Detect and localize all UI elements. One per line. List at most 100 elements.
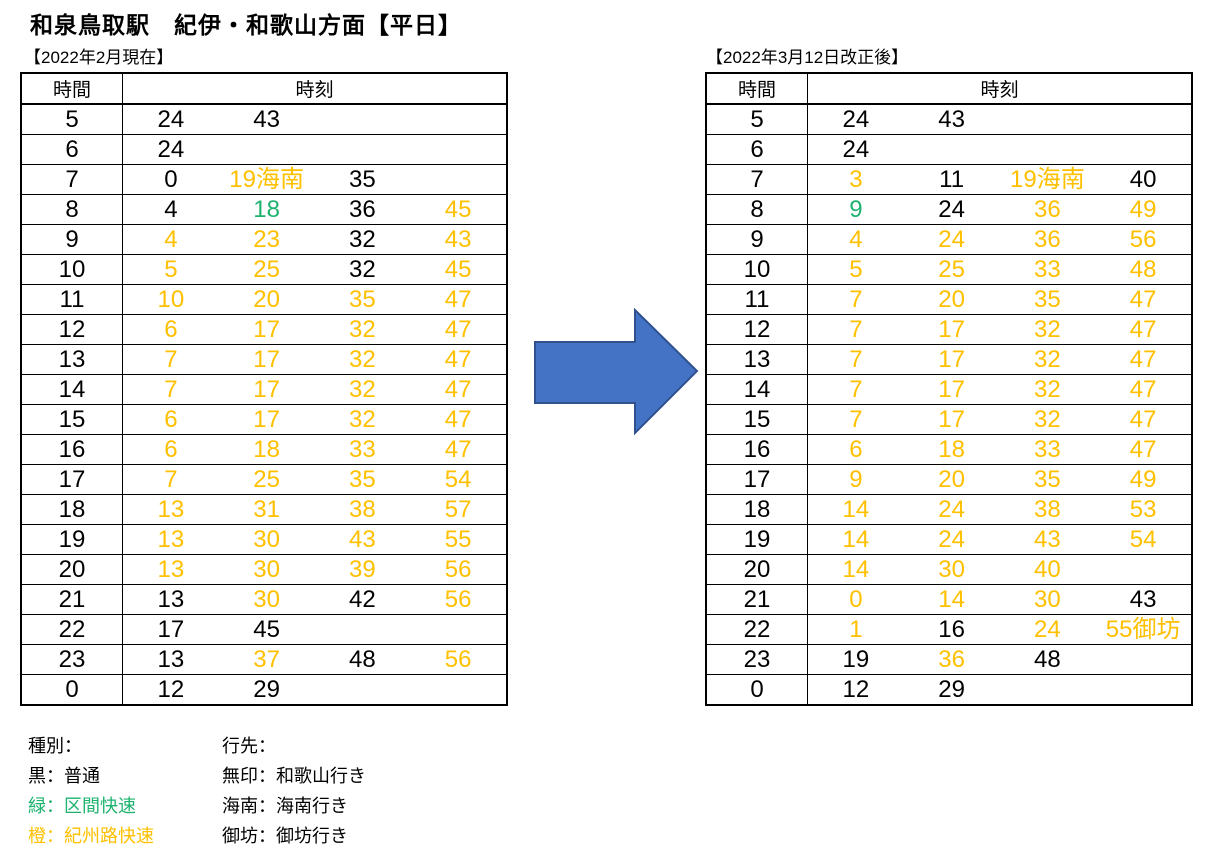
time-value: 47: [1129, 436, 1157, 463]
time-value: 4: [164, 226, 178, 253]
time-value: 43: [253, 106, 280, 133]
time-value: [1095, 645, 1191, 674]
time-value: 35: [1034, 466, 1061, 493]
table-row: 22 1 16 24 55御坊: [705, 614, 1193, 645]
table-row: 14 7 17 32 47: [705, 374, 1193, 405]
timetable-body: 5 24 43 6 24 7 3 11 19海南 40 8 9 24 36 49 9 4 24 36 56 10 5 2…: [705, 103, 1193, 706]
time-value: 9: [849, 196, 863, 223]
legend-dest-header: 行先：: [222, 736, 276, 756]
table-row: 21 13 30 42 56: [20, 584, 508, 615]
times-cell: 12 29: [807, 674, 1193, 706]
hour-cell: 9: [705, 224, 808, 255]
timetable-header: 時間 時刻: [20, 72, 508, 105]
time-value: 7: [164, 466, 178, 493]
page-title: 和泉鳥取駅 紀伊・和歌山方面【平日】: [30, 12, 462, 38]
right-arrow-icon: [534, 307, 699, 436]
times-cell: 13 30 42 56: [122, 584, 508, 615]
table-row: 0 12 29: [705, 674, 1193, 706]
table-row: 14 7 17 32 47: [20, 374, 508, 405]
time-value: [315, 675, 411, 704]
table-row: 17 7 25 35 54: [20, 464, 508, 495]
hour-cell: 11: [20, 284, 123, 315]
legend-dest-gobo: 御坊：御坊行き: [222, 826, 348, 846]
legend-dest-kainan: 海南：海南行き: [222, 796, 348, 816]
table-row: 22 17 45: [20, 614, 508, 645]
hour-cell: 13: [20, 344, 123, 375]
time-value: 19: [842, 646, 870, 673]
times-cell: 7 17 32 47: [807, 344, 1193, 375]
time-value: 20: [938, 286, 965, 313]
times-cell: 7 17 32 47: [807, 374, 1193, 405]
time-value: 24: [842, 106, 870, 133]
time-value: 7: [849, 376, 863, 403]
time-value: [410, 105, 506, 134]
time-value: 45: [444, 256, 472, 283]
times-cell: 0 19海南 35: [122, 164, 508, 195]
time-value: 17: [938, 346, 965, 373]
time-value: 38: [1034, 496, 1061, 523]
time-value: [315, 615, 411, 644]
time-value: 47: [1129, 376, 1157, 403]
time-value: [1000, 135, 1096, 164]
time-value: 7: [849, 346, 863, 373]
times-cell: 10 20 35 47: [122, 284, 508, 315]
times-cell: 6 18 33 47: [122, 434, 508, 465]
time-value: 56: [444, 556, 472, 583]
times-cell: 4 24 36 56: [807, 224, 1193, 255]
time-value: 55御坊: [1105, 616, 1181, 643]
time-value: 18: [938, 436, 965, 463]
hour-cell: 19: [20, 524, 123, 555]
hour-cell: 12: [20, 314, 123, 345]
times-cell: 9 24 36 49: [807, 194, 1193, 225]
table-row: 23 13 37 48 56: [20, 644, 508, 675]
time-value: 32: [349, 346, 376, 373]
times-cell: 12 29: [122, 674, 508, 706]
table-row: 12 7 17 32 47: [705, 314, 1193, 345]
table-row: 0 12 29: [20, 674, 508, 706]
time-value: 19海南: [1010, 166, 1085, 193]
time-value: 31: [253, 496, 280, 523]
time-value: 17: [938, 316, 965, 343]
hour-cell: 22: [705, 614, 808, 645]
time-value: 56: [1129, 226, 1157, 253]
table-row: 18 13 31 38 57: [20, 494, 508, 525]
times-cell: 1 16 24 55御坊: [807, 614, 1193, 645]
time-value: [1095, 135, 1191, 164]
hour-cell: 15: [705, 404, 808, 435]
table-row: 12 6 17 32 47: [20, 314, 508, 345]
times-cell: 13 37 48 56: [122, 644, 508, 675]
hour-cell: 11: [705, 284, 808, 315]
time-value: 24: [1034, 616, 1061, 643]
time-value: 0: [164, 166, 178, 193]
table-row: 19 14 24 43 54: [705, 524, 1193, 555]
time-value: 11: [939, 166, 965, 193]
time-value: 29: [938, 676, 965, 703]
table-row: 15 7 17 32 47: [705, 404, 1193, 435]
time-value: 36: [1034, 196, 1061, 223]
legend-dest-wakayama: 無印：和歌山行き: [222, 766, 366, 786]
legend-train-types: 種別： 黒：普通 緑：区間快速 橙：紀州路快速: [28, 731, 218, 851]
time-value: 32: [349, 256, 376, 283]
timetable-header: 時間 時刻: [705, 72, 1193, 105]
time-value: 14: [938, 586, 965, 613]
table-row: 8 9 24 36 49: [705, 194, 1193, 225]
times-column-header: 時刻: [122, 72, 508, 105]
times-cell: 3 11 19海南 40: [807, 164, 1193, 195]
time-value: 38: [349, 496, 376, 523]
time-value: 48: [349, 646, 376, 673]
hour-cell: 8: [705, 194, 808, 225]
time-value: 17: [938, 376, 965, 403]
time-value: 5: [164, 256, 178, 283]
time-value: 20: [938, 466, 965, 493]
caption-after-revision: 【2022年3月12日改正後】: [706, 48, 909, 67]
time-value: [1095, 555, 1191, 584]
hour-cell: 12: [705, 314, 808, 345]
time-value: [1000, 105, 1096, 134]
hour-cell: 17: [705, 464, 808, 495]
time-value: 7: [164, 346, 178, 373]
times-cell: 24 43: [807, 103, 1193, 135]
time-value: 13: [157, 646, 185, 673]
times-cell: 6 17 32 47: [122, 404, 508, 435]
time-value: 16: [938, 616, 965, 643]
time-value: 7: [164, 376, 178, 403]
